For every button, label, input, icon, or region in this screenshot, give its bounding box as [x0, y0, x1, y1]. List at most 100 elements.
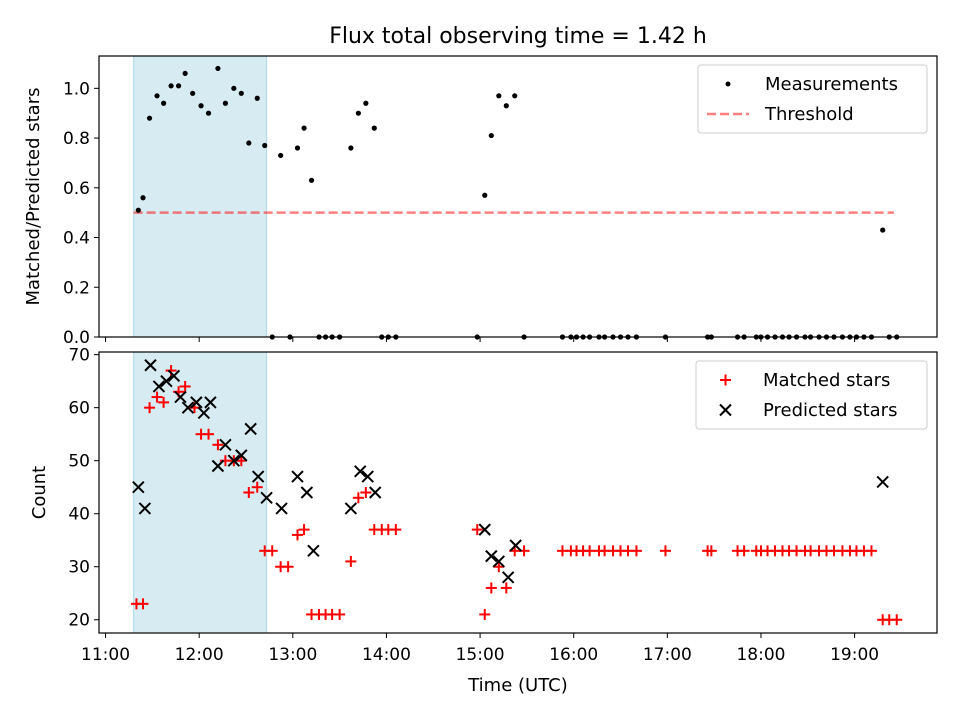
counts-legend: Matched stars Predicted stars [695, 360, 928, 430]
predicted-star-point [344, 502, 358, 515]
predicted-star-stroke-b [501, 571, 515, 584]
x-tick-label: 15:00 [456, 645, 505, 665]
predicted-star-stroke-b [369, 486, 382, 499]
predicted-star-stroke-b [361, 470, 374, 483]
ratio-x-ticks [105, 337, 856, 342]
predicted-star-stroke-b [485, 549, 498, 563]
predicted-star-stroke-b [227, 454, 241, 467]
matched-star-point [291, 529, 303, 541]
x-tick-label: 18:00 [736, 645, 785, 665]
x-tick-label: 16:00 [549, 645, 598, 665]
predicted-star-stroke-b [492, 555, 506, 568]
ratio-y-tick-label: 1.0 [63, 79, 90, 99]
matched-star-point [266, 545, 278, 557]
measurement-point [482, 192, 488, 198]
matched-star-point [705, 545, 717, 557]
counts-y-tick-label: 70 [68, 346, 90, 366]
predicted-star-point [354, 465, 367, 478]
predicted-star-stroke-b [174, 390, 187, 404]
matched-star-point [203, 428, 215, 440]
predicted-star-stroke-b [181, 401, 195, 414]
predicted-star-point [227, 454, 241, 467]
matched-star-point [144, 402, 156, 414]
measurement-point [308, 177, 315, 183]
matched-star-point [137, 598, 149, 610]
counts-panel: 20 30 40 50 60 70 11:00 12:00 13:00 14:00 15:00 16… [29, 346, 938, 696]
predicted-star-stroke-b [167, 369, 181, 383]
measurement-point [488, 132, 494, 139]
predicted-star-point [300, 486, 314, 499]
predicted-star-stroke-b [876, 475, 889, 489]
legend-matched-label: Matched stars [763, 370, 890, 391]
observing-span-top [133, 55, 268, 338]
predicted-star-stroke-b [190, 396, 203, 409]
counts-legend-box [695, 360, 928, 430]
matched-star-point [584, 545, 596, 557]
predicted-star-point [876, 475, 889, 489]
predicted-star-point [160, 374, 173, 388]
matched-star-point [865, 545, 877, 557]
predicted-star-point [211, 459, 225, 473]
x-tick-label: 19:00 [830, 645, 879, 665]
matched-star-point [485, 582, 497, 594]
matched-star-point [630, 545, 642, 557]
measurement-point [880, 227, 886, 233]
counts-y-tick-label: 50 [68, 452, 90, 472]
measurement-point [278, 152, 284, 159]
predicted-star-point [251, 470, 265, 483]
predicted-star-stroke-b [251, 470, 265, 483]
matched-star-point [352, 492, 364, 504]
matched-star-point [251, 481, 263, 493]
measurement-point [371, 125, 377, 131]
x-axis-label: Time (UTC) [467, 675, 568, 696]
predicted-star-stroke-b [275, 502, 288, 515]
counts-y-ticks: 20 30 40 50 60 70 [68, 346, 99, 631]
predicted-star-point [138, 502, 152, 515]
measurement-point [198, 103, 204, 109]
matched-star-point [158, 396, 170, 408]
predicted-star-point [167, 369, 181, 383]
matched-star-point [235, 455, 247, 467]
legend-predicted-label: Predicted stars [763, 400, 897, 421]
predicted-star-stroke-b [244, 422, 257, 436]
measurement-point [182, 70, 188, 77]
measurement-point [294, 145, 301, 151]
predicted-star-stroke-b [509, 539, 522, 552]
counts-y-axis-label: Count [29, 466, 50, 519]
predicted-star-stroke-b [344, 502, 358, 515]
predicted-star-point [144, 359, 157, 372]
ratio-y-tick-label: 0.4 [63, 229, 90, 249]
measurement-point [301, 125, 307, 131]
measurement-point [140, 195, 146, 201]
predicted-star-stroke-b [300, 486, 314, 499]
x-tick-label: 14:00 [362, 645, 411, 665]
measurement-point [246, 140, 252, 146]
ratio-y-axis-label: Matched/Predicted stars [23, 88, 44, 306]
ratio-panel: 0.0 0.2 0.4 0.6 0.8 1.0 Matched/Predicted sta… [23, 55, 938, 348]
matched-star-point [891, 614, 903, 626]
legend-predicted-stroke-b [719, 403, 732, 417]
legend-measurements-label: Measurements [765, 74, 898, 95]
ratio-legend-box [697, 64, 928, 134]
measurement-point [512, 93, 518, 99]
predicted-star-point [219, 438, 232, 451]
matched-star-point [659, 545, 671, 557]
matched-star-point [360, 487, 372, 498]
predicted-star-point [152, 380, 166, 393]
measurement-point [205, 110, 212, 116]
counts-y-tick-label: 30 [68, 558, 90, 578]
x-tick-label: 17:00 [643, 645, 692, 665]
matched-star-point [334, 608, 346, 620]
predicted-star-stroke-b [478, 523, 491, 536]
matched-star-point [493, 561, 505, 573]
measurement-point [348, 145, 354, 151]
predicted-star-point [361, 470, 374, 483]
predicted-star-stroke-b [138, 502, 152, 515]
measurement-point [262, 142, 268, 149]
predicted-star-stroke-b [260, 491, 273, 505]
predicted-star-point [485, 549, 498, 563]
measurement-point [175, 83, 182, 89]
predicted-star-stroke-b [235, 449, 248, 462]
legend-threshold-label: Threshold [764, 104, 854, 125]
matched-star-point [179, 380, 191, 392]
